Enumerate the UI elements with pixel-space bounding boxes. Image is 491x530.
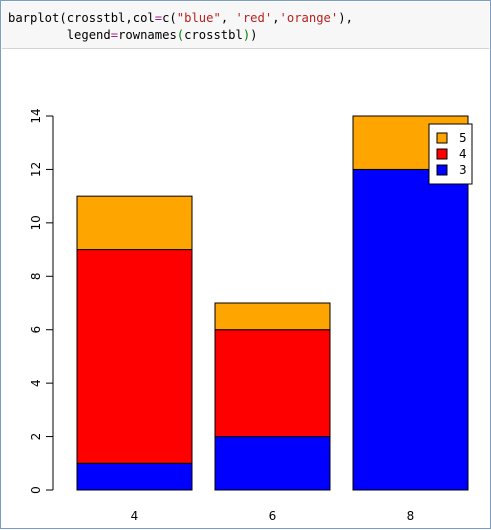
y-tick-label: 14 (29, 108, 43, 123)
bar-segment-6-4 (214, 329, 331, 438)
code-token: = (110, 28, 119, 42)
legend-swatch-3 (436, 164, 448, 176)
x-tick-label: 6 (269, 509, 277, 523)
legend-swatch-4 (436, 148, 448, 160)
y-tick-label: 8 (29, 272, 43, 280)
y-tick-label: 10 (29, 215, 43, 230)
bar-segment-4-5 (76, 195, 193, 251)
legend-box (428, 123, 473, 185)
stacked-bar-chart: 0 2 4 6 8 10 12 14 4 6 8 5 4 3 (29, 108, 473, 523)
x-tick-label: 4 (131, 509, 139, 523)
code-token: ) (250, 28, 258, 42)
bar-segment-4-4 (76, 249, 193, 464)
legend-label-4: 4 (459, 147, 467, 161)
code-token: ), (338, 11, 353, 25)
code-line-2: legend=rownames(crosstbl)) (8, 27, 258, 43)
code-paren: ) (242, 28, 251, 42)
y-tick-label: 2 (29, 433, 43, 441)
code-cell[interactable]: barplot(crosstbl,col=c("blue", 'red','or… (2, 2, 489, 49)
code-token: c( (162, 11, 177, 25)
y-tick-label: 0 (29, 486, 43, 494)
legend-swatch-5 (436, 132, 448, 144)
bar-segment-4-3 (76, 462, 193, 491)
plot-output: 0 2 4 6 8 10 12 14 4 6 8 5 4 3 (3, 50, 488, 526)
bar-segment-6-3 (214, 436, 331, 491)
code-paren: ( (176, 28, 185, 42)
legend-label-3: 3 (459, 163, 467, 177)
x-axis-labels: 4 6 8 (131, 509, 415, 523)
y-tick-label: 4 (29, 379, 43, 387)
code-token: , (272, 11, 280, 25)
code-string: 'orange' (279, 11, 339, 25)
x-tick-label: 8 (407, 509, 415, 523)
bars-group (76, 115, 469, 491)
y-tick-label: 12 (29, 162, 43, 177)
y-tick-label: 6 (29, 326, 43, 334)
bar-segment-6-5 (214, 302, 331, 331)
code-token: crosstbl (184, 28, 243, 42)
code-string: 'red' (235, 11, 273, 25)
bar-segment-8-3 (352, 168, 469, 491)
code-token: = (154, 11, 163, 25)
code-line-1: barplot(crosstbl,col=c("blue", 'red','or… (8, 10, 353, 26)
code-string: "blue" (176, 11, 221, 25)
legend: 5 4 3 (428, 123, 473, 185)
code-token: legend (8, 28, 111, 42)
legend-label-5: 5 (459, 131, 467, 145)
code-token: , (220, 11, 236, 25)
y-axis: 0 2 4 6 8 10 12 14 (29, 108, 54, 494)
code-token: rownames (118, 28, 177, 42)
code-token: barplot(crosstbl,col (8, 11, 155, 25)
